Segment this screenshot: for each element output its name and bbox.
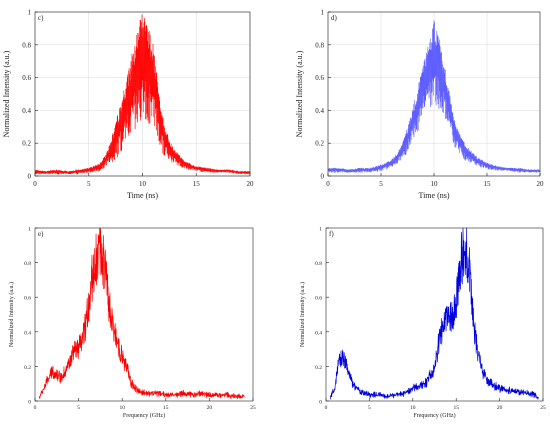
y-tick-label: 0 <box>28 400 31 406</box>
x-tick-label: 15 <box>163 405 169 411</box>
x-tick-label: 20 <box>537 180 545 188</box>
x-axis-label: Time (ns) <box>127 191 158 200</box>
y-tick-label: 0.4 <box>315 107 324 115</box>
y-tick-label: 0.8 <box>315 261 322 267</box>
y-tick-label: 0.8 <box>24 261 31 267</box>
x-tick-label: 0 <box>325 405 328 411</box>
series-line-c <box>34 14 251 175</box>
x-tick-label: 0 <box>33 180 37 188</box>
y-tick-label: 0.6 <box>24 296 31 302</box>
x-tick-label: 0 <box>34 405 37 411</box>
y-tick-label: 1 <box>319 227 322 233</box>
x-tick-label: 25 <box>540 405 546 411</box>
x-tick-label: 5 <box>368 405 371 411</box>
y-tick-label: 0.8 <box>22 41 31 49</box>
x-tick-label: 0 <box>326 180 330 188</box>
panel-label: f) <box>329 230 334 238</box>
x-tick-label: 10 <box>431 180 439 188</box>
x-tick-label: 20 <box>207 405 213 411</box>
x-tick-label: 5 <box>379 180 383 188</box>
y-tick-label: 0.6 <box>315 74 324 82</box>
x-tick-label: 20 <box>247 180 255 188</box>
x-axis-label: Frequency (GHz) <box>123 412 165 419</box>
x-axis-label: Frequency (GHz) <box>413 412 455 419</box>
y-tick-label: 0.2 <box>24 365 31 371</box>
y-tick-label: 1 <box>28 227 31 233</box>
series-line-e <box>39 227 245 399</box>
series-line-d <box>327 20 541 173</box>
y-axis-label: Normalized Intensity (a.u.) <box>295 50 304 137</box>
y-tick-label: 0.2 <box>315 365 322 371</box>
y-axis-label: Normalized Intensity (a.u.) <box>8 282 15 347</box>
plot-frame <box>325 227 544 402</box>
y-tick-label: 0.8 <box>315 41 324 49</box>
chart-panel-c: 0 5 10 15 20 0 0.2 0.4 0.6 0.8 1 Time (ns) Normalize… <box>2 9 254 201</box>
y-axis-label: Normalized Intensity (a.u.) <box>2 50 11 137</box>
y-tick-label: 1 <box>28 9 32 17</box>
x-tick-label: 15 <box>453 405 459 411</box>
y-tick-label: 0.4 <box>22 107 31 115</box>
y-tick-label: 0 <box>319 400 322 406</box>
x-tick-label: 25 <box>250 405 256 411</box>
y-tick-label: 1 <box>321 9 325 17</box>
chart-panel-f: 0 5 10 15 20 25 0 0.2 0.4 0.6 0.8 1 Frequency (GHz) N… <box>299 227 546 420</box>
y-tick-label: 0.6 <box>315 296 322 302</box>
x-tick-label: 10 <box>139 180 147 188</box>
y-tick-label: 0.2 <box>315 140 324 148</box>
x-tick-label: 5 <box>77 405 80 411</box>
x-tick-label: 15 <box>193 180 201 188</box>
panel-label: e) <box>38 230 44 238</box>
y-tick-label: 0.4 <box>24 330 31 336</box>
y-tick-label: 0.4 <box>315 330 322 336</box>
chart-panel-e: 0 5 10 15 20 25 0 0.2 0.4 0.6 0.8 1 Frequency (GHz) N… <box>8 227 256 420</box>
x-axis-label: Time (ns) <box>418 191 449 200</box>
plot-frame <box>34 227 254 402</box>
y-tick-label: 0.2 <box>22 140 31 148</box>
x-tick-label: 5 <box>87 180 91 188</box>
chart-panel-d: 0 5 10 15 20 0 0.2 0.4 0.6 0.8 1 Time (ns) Normalize… <box>295 9 544 201</box>
y-tick-label: 0 <box>321 173 325 181</box>
y-tick-label: 0 <box>28 173 32 181</box>
x-tick-label: 15 <box>484 180 492 188</box>
series-line-f <box>329 227 539 400</box>
panel-label: c) <box>38 14 44 22</box>
x-tick-label: 10 <box>119 405 125 411</box>
y-axis-label: Normalized Intensity (a.u.) <box>299 282 306 347</box>
y-tick-label: 0.6 <box>22 74 31 82</box>
x-tick-label: 20 <box>497 405 503 411</box>
panel-label: d) <box>331 14 338 22</box>
x-tick-label: 10 <box>410 405 416 411</box>
